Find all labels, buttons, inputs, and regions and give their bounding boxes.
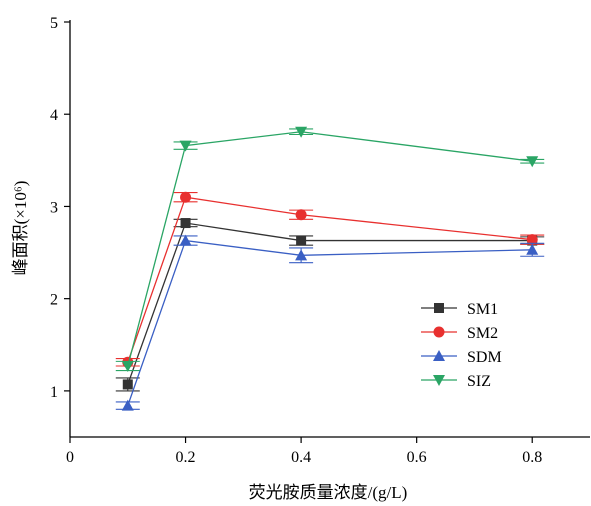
legend: SM1 SM2 SDM SIZ (421, 301, 502, 390)
legend-marker-sm2 (433, 326, 445, 338)
y-tick-label: 2 (50, 292, 58, 309)
series-layer (115, 126, 545, 411)
data-point-sdm (526, 243, 539, 255)
y-tick-label: 4 (50, 107, 58, 124)
data-point-sm1 (122, 379, 133, 390)
legend-marker-siz (433, 375, 445, 386)
series-line-sm1 (127, 222, 533, 385)
data-point-sdm (295, 249, 308, 261)
data-point-sm2 (295, 209, 307, 221)
legend-label-sm1: SM1 (467, 301, 498, 318)
x-tick-label: 0.4 (291, 449, 311, 466)
y-tick-label: 5 (50, 15, 58, 32)
series-line-sdm (127, 239, 533, 406)
data-point-siz (295, 126, 308, 138)
legend-item-sdm: SDM (421, 349, 502, 366)
data-point-siz (179, 140, 192, 152)
series-sdm (115, 234, 545, 411)
series-siz (115, 126, 545, 372)
axes: 0 0.2 0.4 0.6 0.8 1 2 3 4 5 (50, 15, 590, 466)
x-tick-label: 0 (66, 449, 74, 466)
data-point-sm1 (180, 218, 191, 229)
x-tick-label: 0.6 (407, 449, 427, 466)
legend-marker-sdm (433, 350, 445, 361)
x-tick-label: 0.2 (176, 449, 196, 466)
x-tick-label: 0.8 (522, 449, 542, 466)
data-point-sm2 (526, 234, 538, 246)
y-tick-label: 3 (50, 199, 58, 216)
legend-item-sm2: SM2 (421, 325, 498, 342)
y-tick-label: 1 (50, 384, 58, 401)
legend-label-sm2: SM2 (467, 325, 498, 342)
data-point-sm1 (296, 235, 307, 246)
data-point-sdm (179, 234, 192, 246)
y-axis-label: 峰面积(×10⁶) (11, 181, 30, 276)
legend-label-sdm: SDM (467, 349, 502, 366)
data-point-sdm (121, 399, 134, 411)
legend-item-siz: SIZ (421, 373, 491, 390)
data-point-siz (526, 156, 539, 168)
legend-item-sm1: SM1 (421, 301, 498, 318)
x-axis-label: 荧光胺质量浓度/(g/L) (249, 483, 408, 502)
legend-label-siz: SIZ (467, 373, 491, 390)
series-line-siz (127, 131, 533, 367)
legend-marker-sm1 (434, 303, 444, 313)
data-point-siz (121, 360, 134, 372)
series-line-sm2 (127, 196, 533, 363)
series-sm2 (115, 191, 545, 368)
data-point-sm2 (180, 191, 192, 203)
